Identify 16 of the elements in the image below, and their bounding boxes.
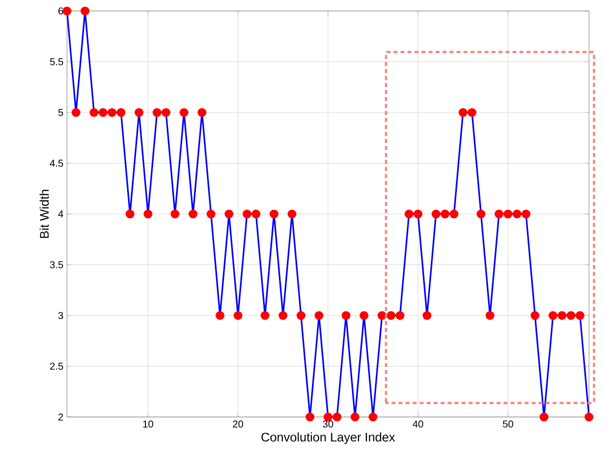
y-tick-label: 3.5 bbox=[50, 261, 64, 268]
x-tick-label: 20 bbox=[232, 420, 244, 428]
y-tick-label: 3 bbox=[58, 312, 64, 320]
y-tick-label: 2 bbox=[58, 414, 63, 420]
y-tick-label: 5.5 bbox=[50, 58, 64, 66]
y-tick-label: 2.5 bbox=[50, 362, 64, 370]
x-tick-label: 50 bbox=[502, 420, 514, 428]
y-axis-title: Bit Width bbox=[40, 190, 49, 238]
x-axis-title: Convolution Layer Index bbox=[261, 432, 395, 444]
y-tick-label: 4.5 bbox=[50, 160, 64, 167]
x-tick-label: 10 bbox=[143, 420, 154, 428]
y-tick-label: 5 bbox=[58, 109, 64, 116]
y-tick-label: 4 bbox=[58, 210, 64, 218]
x-tick-label: 40 bbox=[412, 420, 424, 428]
x-tick-label: 30 bbox=[322, 420, 334, 428]
y-tick-label: 6 bbox=[58, 7, 64, 15]
